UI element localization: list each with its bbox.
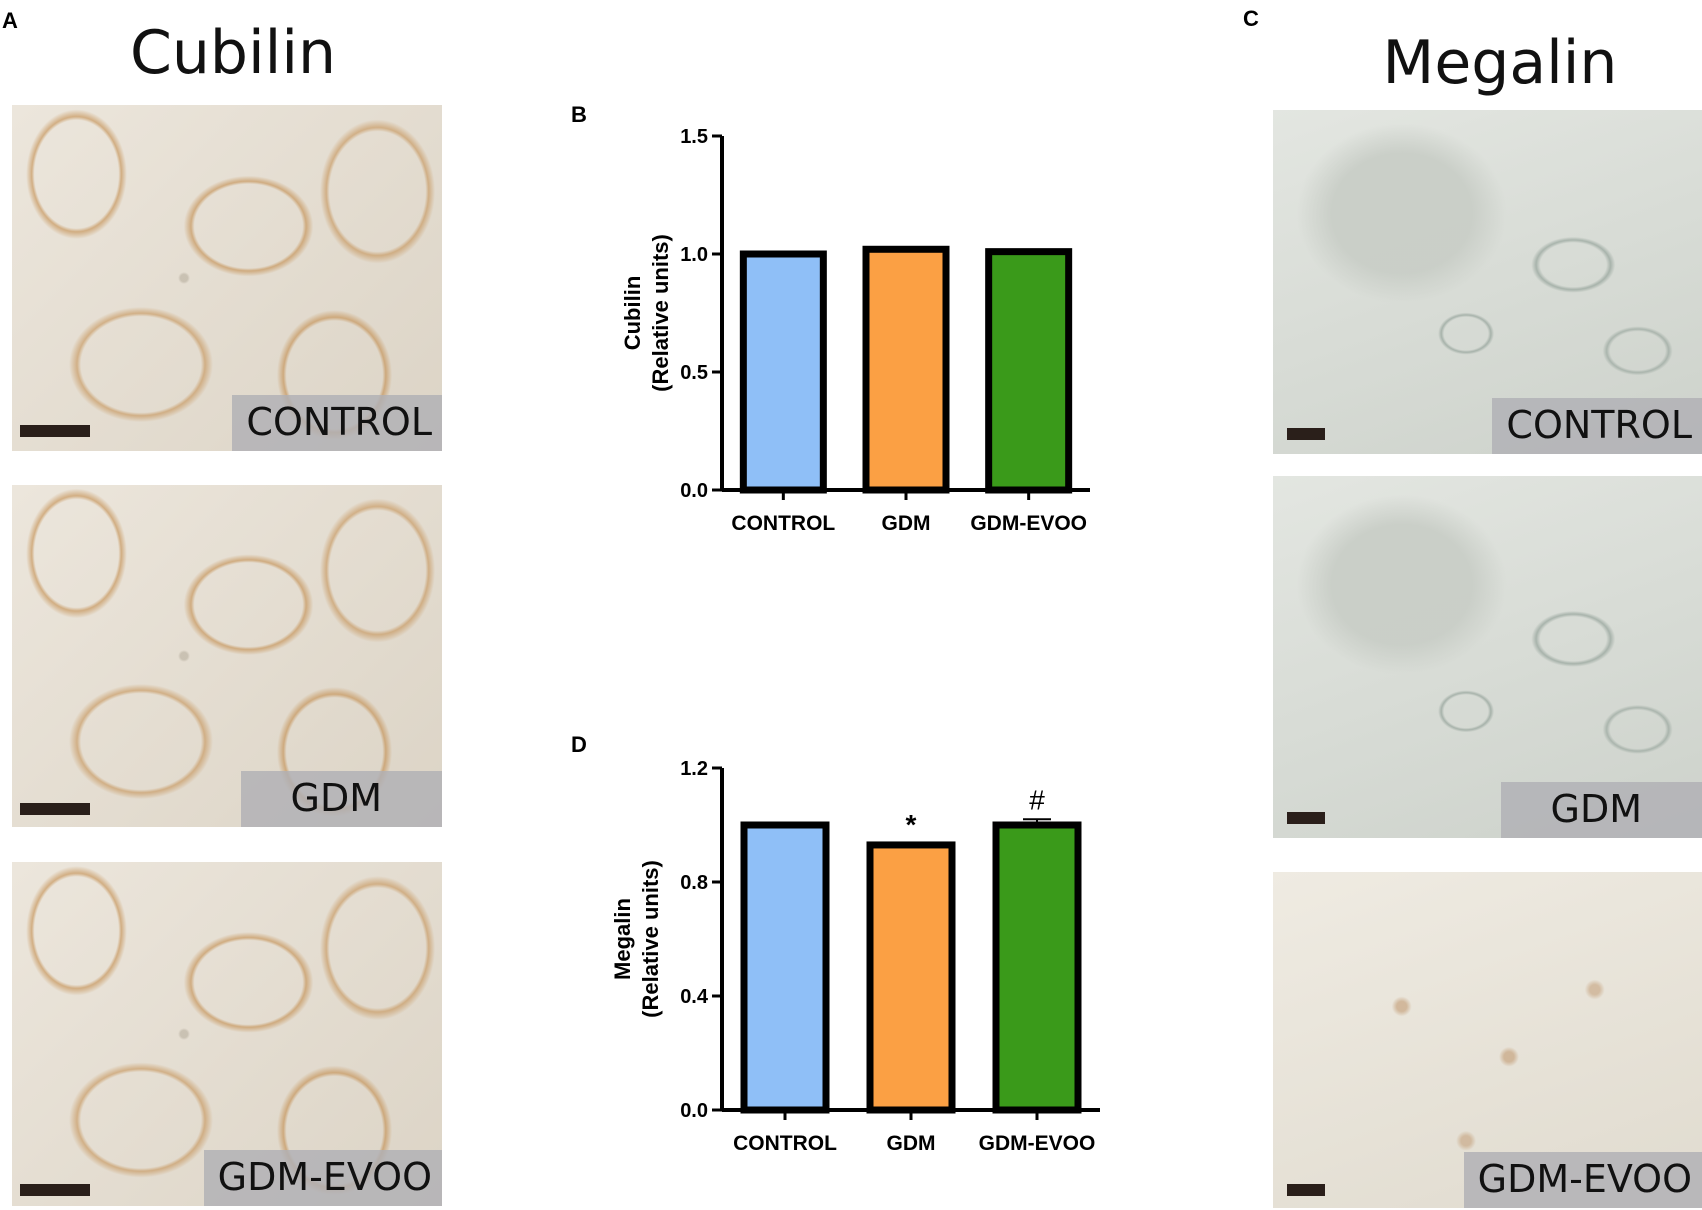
image-label: CONTROL [232,395,442,451]
x-tick-label: GDM [882,512,931,535]
scale-bar [20,803,90,815]
x-tick-label: GDM-EVOO [979,1132,1096,1155]
panel-letter-c: C [1243,6,1259,31]
significance-marker: # [1029,784,1045,815]
y-tick-label: 1.0 [680,244,708,266]
y-tick-label: 0.5 [680,362,708,384]
cubilin-bar-chart: 0.0 0.5 1.0 1.5 Cubilin (Relative units) CONTR… [620,126,1090,535]
y-axis-label: (Relative units) [648,234,673,392]
megalin-bar-chart: 0.0 0.4 0.8 1.2 Megalin (Relative units) CONTR… [610,758,1100,1155]
cubilin-gdm-evoo-image: GDM-EVOO [12,862,442,1206]
y-tick-label: 1.5 [680,126,708,148]
panel-letter-b: B [571,102,587,127]
image-label: GDM [1500,782,1702,838]
image-label: GDM-EVOO [1463,1152,1702,1208]
x-tick-label: GDM [887,1132,936,1155]
y-axis-label: Megalin [610,898,635,980]
y-axis-label: Cubilin [620,276,645,351]
bar [862,245,950,494]
y-tick-label: 0.0 [680,480,708,502]
bar [739,250,827,494]
cubilin-control-image: CONTROL [12,105,442,451]
y-axis-label: (Relative units) [638,860,663,1018]
megalin-gdm-image: GDM [1273,476,1702,838]
megalin-gdm-evoo-image: GDM-EVOO [1273,872,1702,1208]
bar [985,248,1073,494]
megalin-control-image: CONTROL [1273,110,1702,454]
y-tick-label: 0.0 [680,1100,708,1122]
image-label: GDM [240,771,442,827]
megalin-title: Megalin [1382,28,1618,98]
scale-bar [1287,428,1325,440]
cubilin-title: Cubilin [129,18,337,88]
cubilin-gdm-image: GDM [12,485,442,827]
image-label: GDM-EVOO [203,1150,442,1206]
y-tick-label: 1.2 [680,758,708,780]
y-tick-label: 0.4 [680,986,709,1008]
y-tick-label: 0.8 [680,872,708,894]
scale-bar [1287,1184,1325,1196]
scale-bar [1287,812,1325,824]
panel-letter-a: A [2,8,18,33]
bar [740,821,830,1114]
bar [992,821,1082,1114]
scale-bar [20,1184,90,1196]
image-label: CONTROL [1492,398,1702,454]
x-tick-label: CONTROL [731,512,835,535]
x-tick-label: GDM-EVOO [970,512,1087,535]
panel-letter-d: D [571,732,587,757]
scale-bar [20,425,90,437]
x-tick-label: CONTROL [733,1132,837,1155]
significance-marker: * [906,809,917,840]
bar [866,841,956,1114]
